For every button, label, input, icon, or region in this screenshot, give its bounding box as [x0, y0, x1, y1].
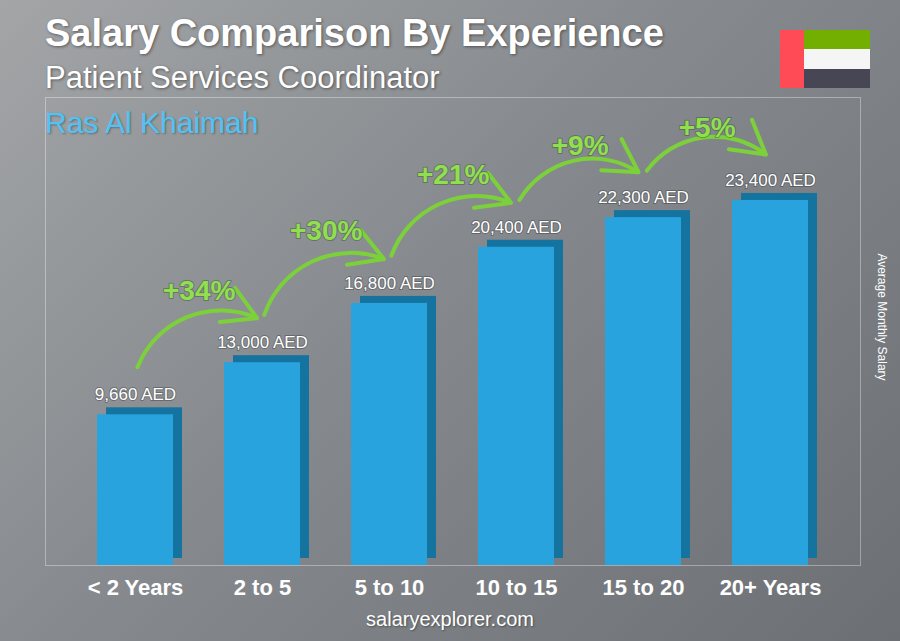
html-text:Ras Al Khaimah: Ras Al Khaimah: [45, 106, 259, 139]
html-text:salaryexplorer.com: salaryexplorer.com: [366, 608, 534, 630]
svg-text:< 2 Years: < 2 Years: [88, 575, 184, 600]
svg-text:20,400 AED: 20,400 AED: [471, 218, 562, 237]
html-text:Patient Services Coordinator: Patient Services Coordinator: [45, 60, 440, 95]
svg-text:+9%: +9%: [552, 130, 609, 161]
svg-text:+34%: +34%: [163, 275, 235, 306]
svg-text:+5%: +5%: [679, 112, 736, 143]
svg-text:13,000 AED: 13,000 AED: [217, 333, 308, 352]
svg-text:16,800 AED: 16,800 AED: [344, 274, 435, 293]
svg-text:+30%: +30%: [290, 215, 362, 246]
svg-text:22,300 AED: 22,300 AED: [598, 188, 689, 207]
svg-text:+21%: +21%: [417, 159, 489, 190]
svg-text:23,400 AED: 23,400 AED: [725, 171, 816, 190]
html-text:Average Monthly Salary: Average Monthly Salary: [875, 253, 889, 381]
html-text:Salary Comparison By Experienc: Salary Comparison By Experience: [45, 12, 664, 54]
svg-text:15 to 20: 15 to 20: [603, 575, 685, 600]
svg-text:5 to 10: 5 to 10: [355, 575, 425, 600]
svg-text:20+ Years: 20+ Years: [720, 575, 822, 600]
svg-text:10 to 15: 10 to 15: [476, 575, 558, 600]
svg-text:2 to 5: 2 to 5: [234, 575, 291, 600]
svg-text:9,660 AED: 9,660 AED: [95, 385, 176, 404]
